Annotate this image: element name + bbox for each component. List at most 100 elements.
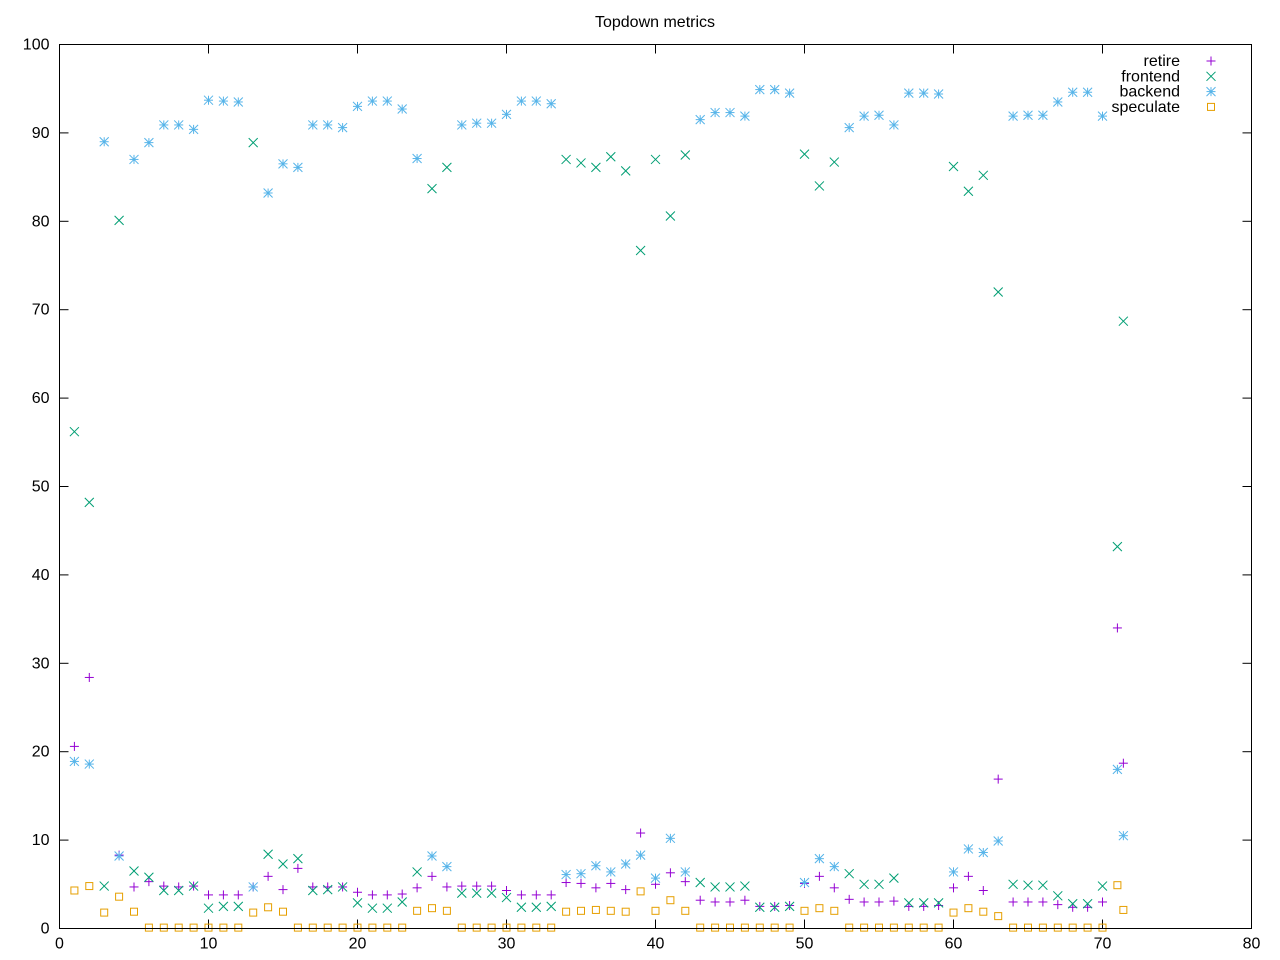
legend-label: frontend bbox=[1121, 68, 1180, 85]
backend-point bbox=[442, 861, 452, 872]
retire-point bbox=[457, 881, 467, 891]
frontend-point bbox=[486, 888, 497, 898]
speculate-point bbox=[606, 906, 615, 915]
frontend-point bbox=[546, 901, 557, 912]
retire-point bbox=[367, 890, 377, 900]
retire-point bbox=[442, 882, 452, 892]
backend-point bbox=[203, 95, 214, 106]
speculate-point bbox=[934, 923, 943, 932]
speculate-point bbox=[1024, 923, 1032, 932]
retire-point bbox=[829, 883, 839, 893]
frontend-point bbox=[367, 903, 378, 914]
speculate-point bbox=[621, 907, 630, 916]
frontend-point bbox=[605, 151, 616, 162]
backend-point bbox=[531, 96, 542, 106]
backend-point bbox=[725, 107, 735, 118]
backend-point bbox=[680, 867, 691, 877]
backend-point bbox=[829, 861, 840, 872]
speculate-point bbox=[651, 906, 660, 915]
frontend-point bbox=[576, 158, 586, 168]
frontend-point bbox=[650, 154, 661, 165]
retire-point bbox=[1038, 897, 1048, 907]
speculate-point bbox=[755, 923, 764, 932]
backend-point bbox=[322, 120, 333, 130]
frontend-point bbox=[1067, 898, 1078, 909]
legend-label: speculate bbox=[1112, 99, 1181, 116]
backend-point bbox=[799, 877, 810, 888]
backend-point bbox=[1112, 764, 1123, 775]
retire-point bbox=[472, 881, 482, 891]
backend-point bbox=[933, 89, 944, 99]
speculate-point bbox=[100, 908, 109, 917]
backend-point bbox=[233, 97, 244, 107]
retire-point bbox=[84, 672, 94, 682]
backend-point bbox=[546, 98, 557, 109]
frontend-point bbox=[501, 892, 512, 903]
retire-point bbox=[502, 885, 511, 895]
y-tick-label: 70 bbox=[32, 302, 50, 319]
speculate-point bbox=[144, 923, 153, 932]
frontend-point bbox=[293, 853, 303, 864]
speculate-point bbox=[562, 907, 571, 916]
frontend-point bbox=[442, 162, 452, 173]
retire-point bbox=[531, 890, 541, 900]
backend-point bbox=[114, 851, 124, 861]
frontend-point bbox=[680, 150, 691, 160]
backend-point bbox=[218, 96, 229, 106]
y-tick-label: 100 bbox=[23, 37, 50, 54]
speculate-point bbox=[413, 906, 422, 915]
frontend-point bbox=[903, 898, 914, 908]
speculate-point bbox=[130, 907, 138, 916]
retire-point bbox=[427, 871, 437, 881]
legend-item-frontend: frontend bbox=[1121, 68, 1216, 85]
speculate-point bbox=[398, 923, 407, 932]
speculate-point bbox=[308, 923, 317, 932]
backend-point bbox=[978, 847, 989, 858]
series-speculate bbox=[70, 881, 1128, 932]
frontend-point bbox=[591, 162, 601, 173]
backend-point bbox=[1067, 87, 1078, 98]
retire-point bbox=[293, 863, 303, 873]
backend-point bbox=[278, 158, 288, 169]
retire-point bbox=[1008, 897, 1018, 907]
legend-marker-frontend bbox=[1206, 71, 1216, 82]
frontend-point bbox=[1052, 890, 1063, 901]
retire-point bbox=[665, 868, 675, 878]
speculate-point bbox=[323, 923, 332, 932]
speculate-point bbox=[889, 923, 898, 932]
frontend-point bbox=[561, 154, 571, 165]
frontend-point bbox=[144, 872, 154, 883]
speculate-point bbox=[666, 896, 675, 905]
frontend-point bbox=[1097, 881, 1108, 891]
x-tick-label: 40 bbox=[647, 936, 665, 953]
speculate-point bbox=[875, 923, 883, 932]
frontend-point bbox=[69, 426, 80, 437]
speculate-point bbox=[174, 923, 183, 932]
retire-point bbox=[874, 897, 884, 907]
speculate-point bbox=[189, 923, 198, 932]
backend-point bbox=[1008, 111, 1018, 121]
y-tick-label: 20 bbox=[32, 744, 50, 761]
frontend-point bbox=[978, 170, 989, 181]
chart-title: Topdown metrics bbox=[595, 14, 715, 31]
frontend-point bbox=[829, 157, 840, 167]
backend-point bbox=[695, 114, 706, 125]
backend-point bbox=[412, 153, 422, 164]
data-points bbox=[69, 84, 1129, 932]
speculate-point bbox=[234, 923, 243, 932]
backend-point bbox=[605, 867, 616, 877]
backend-point bbox=[963, 844, 974, 854]
speculate-point bbox=[696, 923, 705, 932]
backend-point bbox=[710, 107, 720, 118]
frontend-point bbox=[129, 866, 139, 876]
frontend-point bbox=[1038, 880, 1048, 891]
backend-point bbox=[561, 869, 571, 880]
retire-point bbox=[1098, 897, 1107, 907]
speculate-point bbox=[740, 923, 749, 932]
backend-point bbox=[859, 111, 869, 121]
y-tick-label: 80 bbox=[32, 213, 50, 230]
backend-point bbox=[427, 851, 437, 861]
frontend-point bbox=[635, 245, 646, 256]
backend-point bbox=[248, 882, 259, 892]
frontend-point bbox=[874, 879, 884, 890]
